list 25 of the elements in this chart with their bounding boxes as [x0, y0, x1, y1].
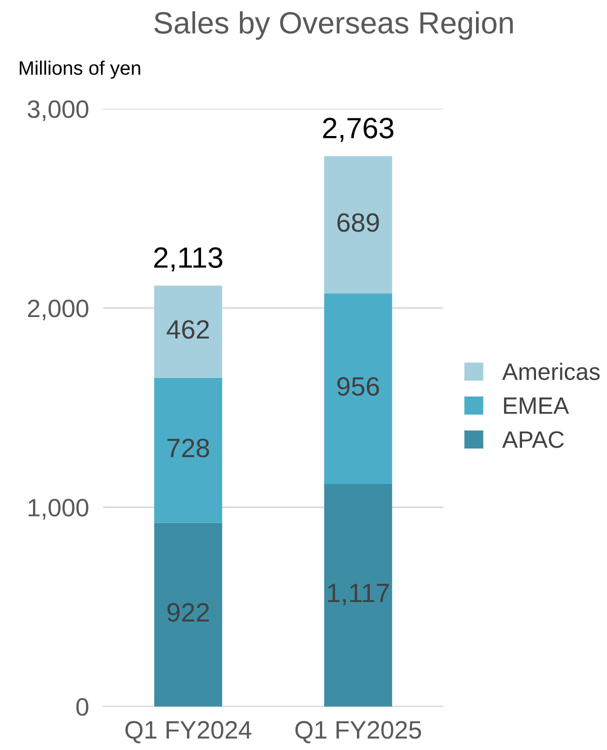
- data-label: 689: [337, 213, 379, 232]
- x-tick-label: Q1 FY2024: [125, 721, 252, 744]
- bar: [154, 286, 222, 378]
- legend-label: Americas: [502, 362, 600, 380]
- total-label: 2,113: [154, 247, 222, 272]
- bar: [154, 378, 222, 523]
- bar: [324, 484, 392, 706]
- total-label: 2,763: [323, 118, 394, 142]
- chart-title: Sales by Overseas Region: [154, 11, 513, 40]
- y-tick-label: 1,000: [28, 498, 88, 520]
- x-tick-label: Q1 FY2025: [295, 721, 422, 744]
- data-label: 462: [166, 320, 209, 339]
- legend-label: APAC: [502, 431, 564, 448]
- bar: [154, 522, 222, 706]
- legend-label: EMEA: [504, 398, 570, 414]
- y-tick-label: 3,000: [28, 100, 88, 122]
- data-label: 1,117: [328, 584, 389, 606]
- y-axis-title: Millions of yen: [20, 60, 140, 79]
- bar: [324, 156, 392, 294]
- bar: [324, 293, 392, 484]
- data-label: 728: [168, 438, 210, 458]
- data-label: 956: [337, 377, 379, 396]
- y-tick-label: 2,000: [28, 300, 88, 320]
- y-tick-label: 0: [76, 698, 88, 716]
- data-label: 922: [167, 603, 209, 622]
